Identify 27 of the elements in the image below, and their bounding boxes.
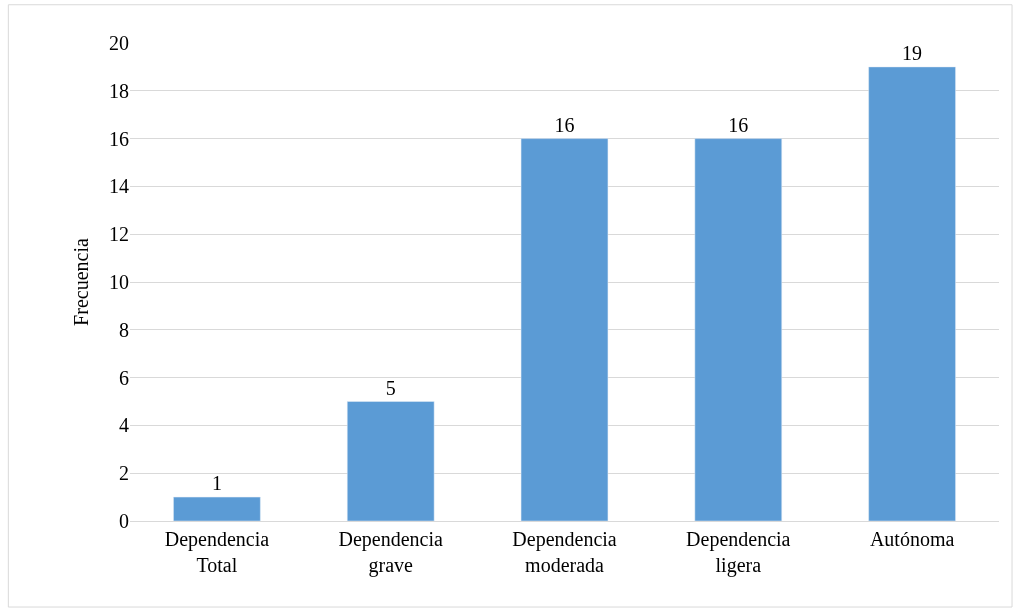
bar	[694, 138, 782, 521]
x-tick-label: Autónoma	[869, 528, 955, 550]
y-tick-label: 0	[119, 510, 129, 532]
data-label: 16	[554, 113, 575, 136]
y-tick-label: 8	[119, 318, 129, 341]
y-tick-label: 12	[109, 223, 129, 246]
x-tick-label: Dependencia moderada	[512, 528, 617, 576]
y-tick-label: 18	[109, 79, 129, 102]
data-label: 1	[211, 472, 222, 495]
x-tick-label: Dependencia grave	[338, 528, 444, 577]
bar	[868, 66, 956, 521]
y-axis-title: Frecuencia	[69, 238, 92, 326]
y-tick-label: 20	[109, 32, 129, 54]
data-label: 5	[385, 376, 396, 399]
y-tick-label: 10	[109, 271, 129, 293]
bar	[347, 401, 435, 521]
x-tick-label: Dependencia ligera	[686, 528, 791, 577]
data-label: 19	[902, 41, 923, 64]
y-tick-label: 16	[109, 127, 129, 150]
y-tick-label: 14	[109, 175, 129, 198]
data-label: 16	[728, 113, 749, 136]
bar	[173, 496, 261, 521]
bar	[520, 138, 609, 521]
y-tick-label: 6	[119, 366, 129, 389]
x-tick-label: Dependencia Total	[164, 528, 270, 576]
y-tick-label: 4	[119, 414, 129, 437]
y-tick-label: 2	[119, 462, 129, 485]
